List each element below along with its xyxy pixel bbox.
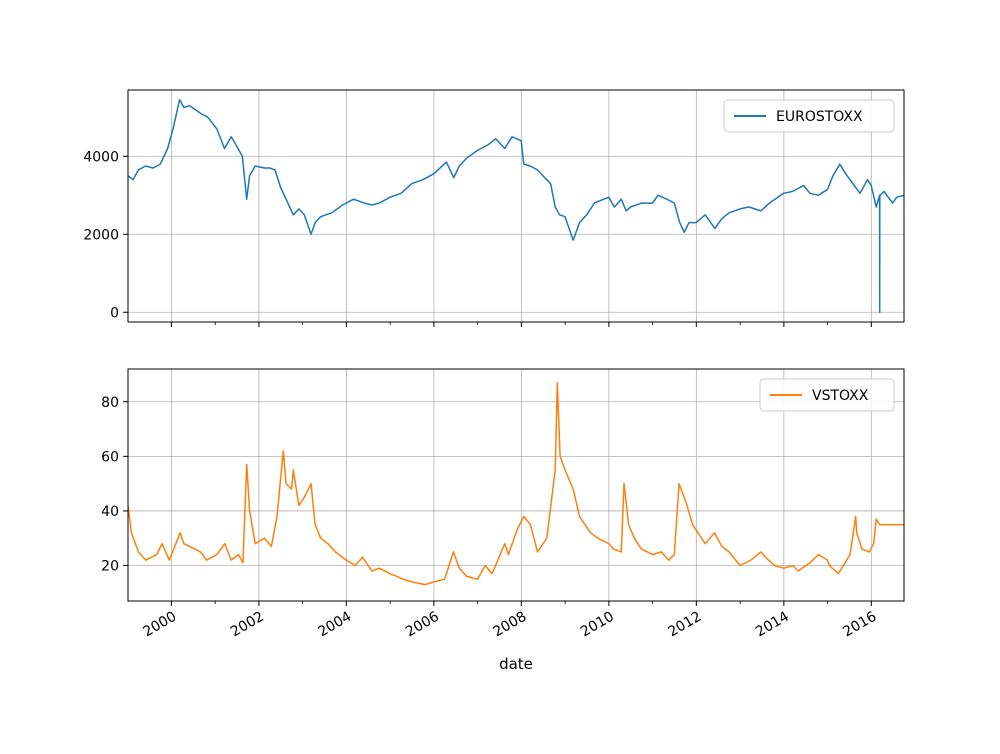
y-tick-label: 60 bbox=[101, 449, 119, 465]
axes-frame bbox=[127, 89, 905, 323]
legend-box bbox=[723, 99, 895, 133]
axes-frame bbox=[127, 368, 905, 602]
eurostoxx-panel: 0 2000 4000 EUROSTOXX bbox=[83, 89, 905, 327]
x-axis-label: date bbox=[499, 655, 533, 673]
series-line-vstoxx bbox=[128, 381, 904, 586]
legend-label: EUROSTOXX bbox=[776, 109, 863, 125]
legend-box bbox=[759, 378, 895, 412]
y-tick-label: 0 bbox=[110, 305, 119, 321]
legend: EUROSTOXX bbox=[723, 99, 895, 133]
y-tick-label: 20 bbox=[101, 559, 119, 575]
y-tick-label: 80 bbox=[101, 395, 119, 411]
y-tick-label: 4000 bbox=[83, 149, 119, 165]
legend-label: VSTOXX bbox=[812, 388, 869, 404]
legend: VSTOXX bbox=[759, 378, 895, 412]
y-tick-label: 40 bbox=[101, 504, 119, 520]
y-tick-label: 2000 bbox=[83, 227, 119, 243]
series-line-eurostoxx bbox=[128, 98, 904, 314]
